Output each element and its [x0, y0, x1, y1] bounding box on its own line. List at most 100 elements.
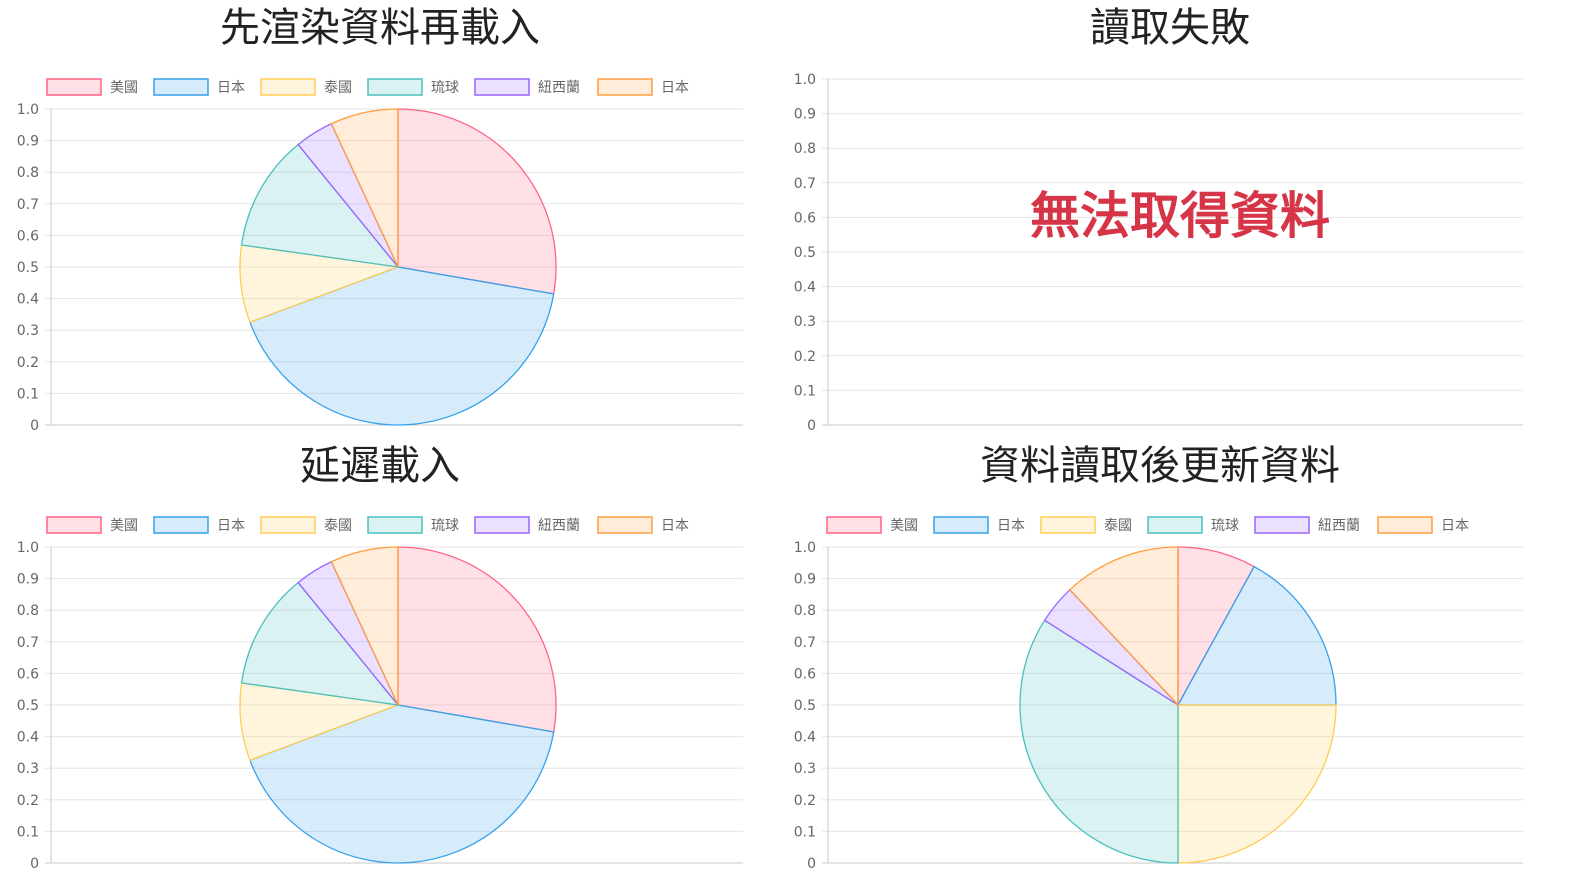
y-tick-label: 0.5: [17, 698, 39, 714]
pie-slice[interactable]: [397, 546, 557, 733]
legend-item[interactable]: 日本: [597, 78, 689, 96]
legend-item[interactable]: 美國: [46, 516, 138, 534]
legend-item[interactable]: 美國: [46, 78, 138, 96]
legend-item[interactable]: 紐西蘭: [474, 516, 580, 534]
legend-item[interactable]: 日本: [1377, 516, 1469, 534]
chart-title: 資料讀取後更新資料: [980, 443, 1340, 489]
legend-label: 泰國: [324, 80, 352, 96]
pie-slice[interactable]: [249, 266, 555, 426]
legend-label: 日本: [661, 518, 689, 534]
legend-item[interactable]: 泰國: [1040, 516, 1132, 534]
y-tick-label: 0.5: [794, 245, 816, 261]
legend-item[interactable]: 日本: [153, 516, 245, 534]
legend-label: 日本: [1441, 518, 1469, 534]
legend-label: 日本: [217, 518, 245, 534]
pie-slice[interactable]: [1176, 565, 1337, 706]
legend-swatch: [1040, 516, 1096, 534]
pie-chart-svg: 0 0.1 0.2 0.3 0.4 0.5 0.6 0.7 0.8 0.9 1.0 美國 日本 泰國 琉球 紐…: [17, 516, 743, 872]
y-tick-label: 0.3: [17, 323, 39, 339]
y-tick-label: 0.9: [17, 134, 39, 150]
y-tick-label: 0.8: [17, 603, 39, 619]
y-tick-label: 0.5: [794, 698, 816, 714]
chart-panel-lazy: 延遲載入 0 0.1 0.2 0.3 0.4 0.5 0.6 0.7 0.8 0.9 1.0 美國 日本…: [0, 438, 780, 876]
y-tick-label: 0.1: [794, 824, 816, 840]
legend-item[interactable]: 泰國: [260, 78, 352, 96]
y-tick-label: 0.8: [794, 603, 816, 619]
y-tick-label: 0.1: [794, 383, 816, 399]
legend-label: 紐西蘭: [538, 80, 580, 96]
legend-item[interactable]: 琉球: [1147, 516, 1239, 534]
legend-swatch: [46, 516, 102, 534]
legend-swatch: [474, 78, 530, 96]
pie-slice[interactable]: [330, 546, 399, 706]
pie-slice[interactable]: [249, 704, 555, 864]
y-tick-label: 0.9: [794, 107, 816, 123]
legend-item[interactable]: 琉球: [367, 78, 459, 96]
legend-item[interactable]: 紐西蘭: [1254, 516, 1360, 534]
y-tick-label: 0.1: [17, 386, 39, 402]
legend-item[interactable]: 美國: [826, 516, 918, 534]
legend-swatch: [1147, 516, 1203, 534]
legend-swatch: [153, 78, 209, 96]
y-tick-label: 0: [807, 418, 816, 434]
pie-slice[interactable]: [240, 143, 400, 268]
pie-slice[interactable]: [330, 108, 399, 268]
y-tick-label: 1.0: [794, 72, 816, 88]
y-tick-label: 0.8: [794, 141, 816, 157]
y-tick-label: 0.6: [17, 666, 39, 682]
legend-item[interactable]: 日本: [597, 516, 689, 534]
legend-swatch: [153, 516, 209, 534]
pie-slice[interactable]: [397, 108, 557, 295]
legend-swatch: [260, 78, 316, 96]
legend-swatch: [46, 78, 102, 96]
legend-item[interactable]: 日本: [933, 516, 1025, 534]
legend-swatch: [1254, 516, 1310, 534]
chart-title: 先渲染資料再載入: [220, 5, 540, 51]
legend-label: 琉球: [431, 80, 459, 96]
legend-swatch: [367, 516, 423, 534]
legend-item[interactable]: 紐西蘭: [474, 78, 580, 96]
chart-panel-updated: 資料讀取後更新資料 0 0.1 0.2 0.3 0.4 0.5 0.6 0.7 0.8 0.9 1.…: [780, 438, 1560, 876]
y-tick-label: 0.2: [17, 793, 39, 809]
y-tick-label: 0.7: [794, 176, 816, 192]
pie-chart-svg: 0 0.1 0.2 0.3 0.4 0.5 0.6 0.7 0.8 0.9 1.0 美國 日本 泰國 琉球 紐…: [17, 78, 743, 434]
y-tick-label: 0.4: [17, 730, 39, 746]
y-tick-label: 0.8: [17, 165, 39, 181]
pie-slice[interactable]: [240, 581, 400, 706]
pie-slice[interactable]: [1177, 704, 1337, 864]
y-tick-label: 0.7: [17, 635, 39, 651]
y-tick-label: 0.6: [794, 666, 816, 682]
error-message: 無法取得資料: [1030, 187, 1330, 245]
chart-panel-error: 讀取失敗 0 0.1 0.2 0.3 0.4 0.5 0.6 0.7 0.8 0.9 1.0 無法取…: [780, 0, 1560, 438]
legend-label: 美國: [110, 80, 138, 96]
pie-slice[interactable]: [1068, 546, 1179, 707]
y-tick-label: 0.5: [17, 260, 39, 276]
legend-item[interactable]: 日本: [153, 78, 245, 96]
y-tick-label: 0.7: [794, 635, 816, 651]
legend-swatch: [597, 516, 653, 534]
y-tick-label: 1.0: [17, 540, 39, 556]
y-tick-label: 0: [30, 856, 39, 872]
legend-label: 紐西蘭: [538, 518, 580, 534]
legend-label: 日本: [661, 80, 689, 96]
legend-label: 泰國: [1104, 518, 1132, 534]
y-tick-label: 0.7: [17, 197, 39, 213]
y-tick-label: 0.6: [17, 228, 39, 244]
legend-item[interactable]: 琉球: [367, 516, 459, 534]
legend-swatch: [367, 78, 423, 96]
legend-label: 琉球: [1211, 518, 1239, 534]
pie-slice[interactable]: [1019, 619, 1179, 864]
legend-swatch: [933, 516, 989, 534]
y-tick-label: 1.0: [17, 102, 39, 118]
legend-label: 日本: [997, 518, 1025, 534]
y-tick-label: 0.4: [794, 280, 816, 296]
legend-label: 美國: [890, 518, 918, 534]
empty-chart-svg: 0 0.1 0.2 0.3 0.4 0.5 0.6 0.7 0.8 0.9 1.0: [794, 72, 1523, 434]
y-tick-label: 0.4: [17, 292, 39, 308]
y-tick-label: 0.9: [17, 572, 39, 588]
legend-label: 紐西蘭: [1318, 518, 1360, 534]
legend-swatch: [826, 516, 882, 534]
y-tick-label: 0.2: [794, 349, 816, 365]
y-tick-label: 0: [30, 418, 39, 434]
legend-item[interactable]: 泰國: [260, 516, 352, 534]
